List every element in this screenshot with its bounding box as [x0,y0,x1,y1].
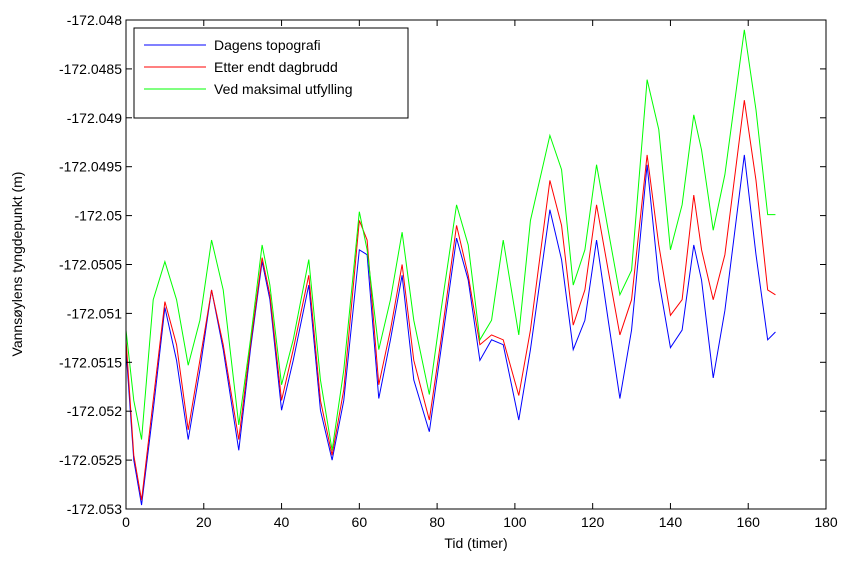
x-tick-label: 20 [196,514,212,530]
x-tick-label: 100 [503,514,527,530]
legend-label: Dagens topografi [214,37,321,53]
y-tick-label: -172.053 [67,501,122,517]
y-tick-label: -172.048 [67,12,122,28]
y-tick-label: -172.0485 [59,61,122,77]
y-tick-label: -172.051 [67,305,122,321]
x-tick-label: 180 [814,514,838,530]
legend-label: Ved maksimal utfylling [214,81,353,97]
x-axis-label: Tid (timer) [444,535,507,551]
x-tick-label: 120 [581,514,605,530]
legend-box [133,27,409,119]
x-tick-label: 0 [122,514,130,530]
y-tick-label: -172.05 [75,208,123,224]
y-tick-label: -172.0505 [59,257,122,273]
x-tick-label: 40 [274,514,290,530]
x-tick-label: 80 [429,514,445,530]
x-tick-label: 140 [659,514,683,530]
series-line [125,100,776,501]
y-tick-label: -172.0495 [59,159,122,175]
y-tick-label: -172.052 [67,403,122,419]
series-line [125,154,776,506]
y-axis-label: Vannsøylens tyngdepunkt (m) [9,172,25,357]
y-tick-label: -172.0525 [59,452,122,468]
y-tick-label: -172.0515 [59,354,122,370]
series-line [125,29,776,451]
x-tick-label: 60 [352,514,368,530]
legend-label: Etter endt dagbrudd [214,59,338,75]
y-tick-label: -172.049 [67,110,122,126]
x-tick-label: 160 [737,514,761,530]
